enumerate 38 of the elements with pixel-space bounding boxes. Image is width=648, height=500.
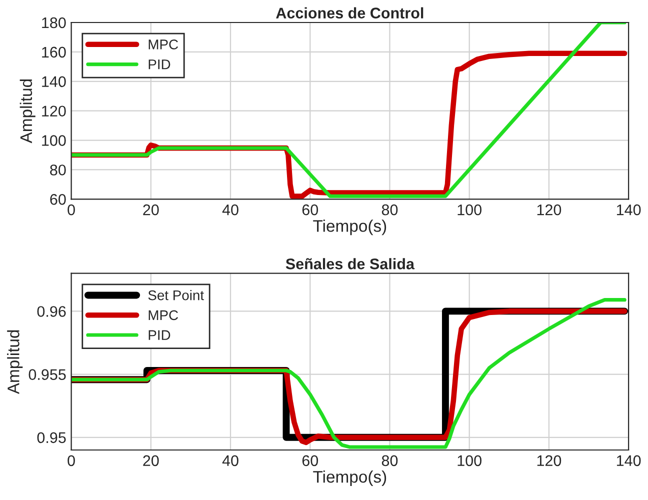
- y-tick-label: 0.95: [37, 432, 66, 444]
- y-tick-label: 120: [42, 106, 66, 117]
- x-tick-label: 60: [302, 455, 318, 466]
- y-tick-label: 60: [50, 194, 66, 205]
- x-axis-title: Tiempo(s): [313, 470, 386, 486]
- x-tick-label: 120: [537, 455, 562, 466]
- x-tick-label: 140: [616, 455, 641, 466]
- legend-label: PID: [148, 330, 170, 340]
- y-axis-title: Amplitud: [7, 330, 23, 394]
- y-tick-label: 140: [42, 76, 66, 88]
- y-tick-label: 0.955: [28, 369, 66, 380]
- y-tick-label: 100: [42, 135, 66, 146]
- y-tick-label: 180: [42, 17, 66, 28]
- chart-title: Acciones de Control: [276, 7, 424, 18]
- chart-title: Señales de Salida: [286, 258, 415, 270]
- y-tick-label: 0.96: [37, 306, 66, 317]
- x-tick-label: 20: [143, 204, 159, 216]
- x-tick-label: 140: [616, 204, 641, 216]
- x-tick-label: 100: [458, 204, 482, 216]
- legend-label: MPC: [148, 40, 178, 50]
- x-tick-label: 40: [222, 455, 238, 466]
- x-tick-label: 0: [68, 455, 75, 466]
- y-tick-label: 80: [50, 164, 66, 176]
- x-tick-label: 80: [382, 204, 398, 216]
- x-tick-label: 40: [222, 204, 238, 216]
- x-tick-label: 20: [143, 455, 159, 466]
- y-tick-label: 160: [42, 46, 66, 58]
- x-axis-title: Tiempo(s): [313, 220, 386, 236]
- legend-label: MPC: [148, 310, 178, 320]
- line-series: [71, 22, 626, 198]
- x-tick-label: 120: [537, 204, 562, 216]
- legend-label: PID: [148, 60, 170, 70]
- x-tick-label: 0: [68, 204, 75, 216]
- y-axis-title: Amplitud: [20, 79, 36, 144]
- x-tick-label: 100: [458, 455, 482, 466]
- legend-label: Set Point: [148, 290, 204, 300]
- x-tick-label: 60: [302, 204, 318, 216]
- x-tick-label: 80: [382, 455, 398, 466]
